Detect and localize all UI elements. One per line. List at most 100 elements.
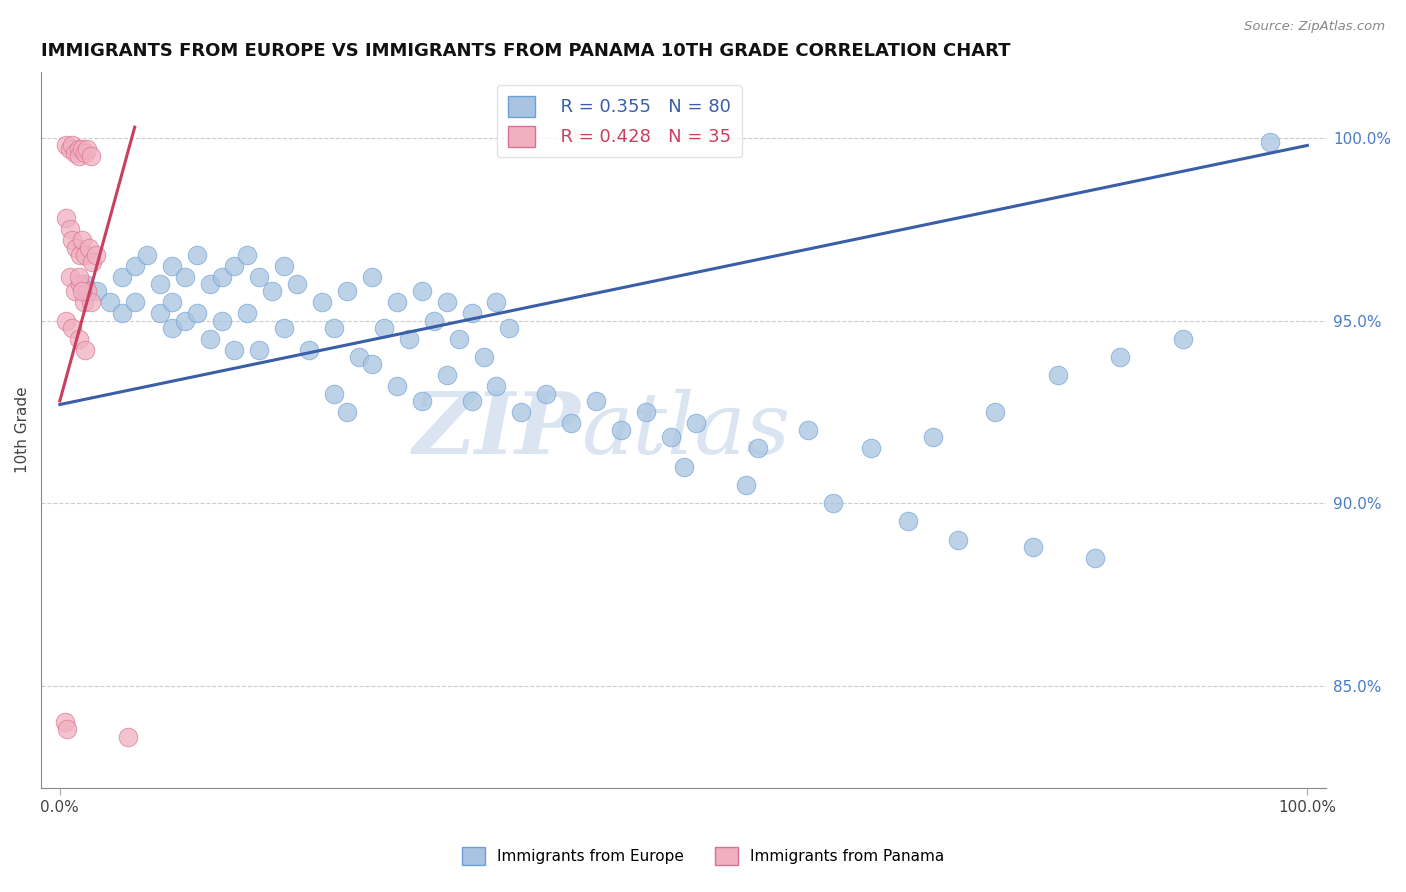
Point — [323, 321, 346, 335]
Point — [73, 343, 96, 357]
Point — [173, 313, 195, 327]
Point — [198, 332, 221, 346]
Point — [360, 269, 382, 284]
Point — [797, 423, 820, 437]
Point — [236, 306, 259, 320]
Point — [472, 350, 495, 364]
Point — [59, 269, 82, 284]
Point — [336, 405, 359, 419]
Point — [411, 285, 433, 299]
Point — [610, 423, 633, 437]
Point — [63, 145, 86, 160]
Point — [236, 248, 259, 262]
Point — [411, 393, 433, 408]
Point — [80, 149, 103, 163]
Point — [60, 321, 83, 335]
Point — [73, 248, 96, 262]
Point — [173, 269, 195, 284]
Point — [160, 321, 183, 335]
Point — [536, 386, 558, 401]
Point — [260, 285, 283, 299]
Y-axis label: 10th Grade: 10th Grade — [15, 387, 30, 474]
Point — [63, 285, 86, 299]
Point — [111, 306, 134, 320]
Point — [136, 248, 159, 262]
Point — [77, 241, 100, 255]
Point — [1258, 135, 1281, 149]
Text: ZIP: ZIP — [413, 388, 581, 472]
Point — [198, 277, 221, 292]
Point — [984, 405, 1007, 419]
Point — [249, 269, 271, 284]
Point — [211, 313, 233, 327]
Point — [59, 142, 82, 156]
Point — [53, 714, 76, 729]
Point — [336, 285, 359, 299]
Point — [672, 459, 695, 474]
Point — [80, 295, 103, 310]
Point — [823, 496, 845, 510]
Point — [160, 259, 183, 273]
Text: atlas: atlas — [581, 389, 790, 472]
Point — [76, 142, 98, 156]
Point — [460, 306, 482, 320]
Point — [65, 241, 87, 255]
Point — [67, 142, 90, 156]
Point — [360, 358, 382, 372]
Point — [67, 149, 90, 163]
Point — [298, 343, 321, 357]
Point — [398, 332, 420, 346]
Point — [946, 533, 969, 547]
Point — [211, 269, 233, 284]
Point — [485, 295, 508, 310]
Point — [859, 442, 882, 456]
Point — [485, 379, 508, 393]
Point — [273, 259, 295, 273]
Point — [60, 233, 83, 247]
Point — [385, 295, 408, 310]
Point — [447, 332, 470, 346]
Point — [685, 416, 707, 430]
Point — [436, 295, 458, 310]
Point — [149, 306, 172, 320]
Point — [72, 142, 94, 156]
Point — [1171, 332, 1194, 346]
Point — [922, 430, 945, 444]
Point — [98, 295, 121, 310]
Point — [67, 332, 90, 346]
Point — [423, 313, 446, 327]
Point — [60, 138, 83, 153]
Legend: Immigrants from Europe, Immigrants from Panama: Immigrants from Europe, Immigrants from … — [456, 841, 950, 871]
Point — [224, 343, 246, 357]
Point — [1046, 368, 1069, 383]
Point — [510, 405, 533, 419]
Point — [67, 269, 90, 284]
Point — [659, 430, 682, 444]
Point — [747, 442, 769, 456]
Point — [111, 269, 134, 284]
Legend:   R = 0.355   N = 80,   R = 0.428   N = 35: R = 0.355 N = 80, R = 0.428 N = 35 — [496, 85, 742, 157]
Point — [636, 405, 658, 419]
Point — [55, 138, 77, 153]
Point — [585, 393, 607, 408]
Point — [498, 321, 520, 335]
Text: IMMIGRANTS FROM EUROPE VS IMMIGRANTS FROM PANAMA 10TH GRADE CORRELATION CHART: IMMIGRANTS FROM EUROPE VS IMMIGRANTS FRO… — [41, 42, 1011, 60]
Point — [76, 285, 98, 299]
Point — [149, 277, 172, 292]
Point — [436, 368, 458, 383]
Point — [897, 514, 920, 528]
Point — [285, 277, 308, 292]
Point — [347, 350, 370, 364]
Point — [82, 255, 104, 269]
Point — [55, 313, 77, 327]
Point — [72, 233, 94, 247]
Point — [56, 723, 79, 737]
Point — [735, 478, 758, 492]
Point — [84, 248, 107, 262]
Point — [1109, 350, 1132, 364]
Point — [186, 306, 208, 320]
Point — [1022, 540, 1045, 554]
Point — [186, 248, 208, 262]
Point — [55, 211, 77, 226]
Point — [72, 285, 94, 299]
